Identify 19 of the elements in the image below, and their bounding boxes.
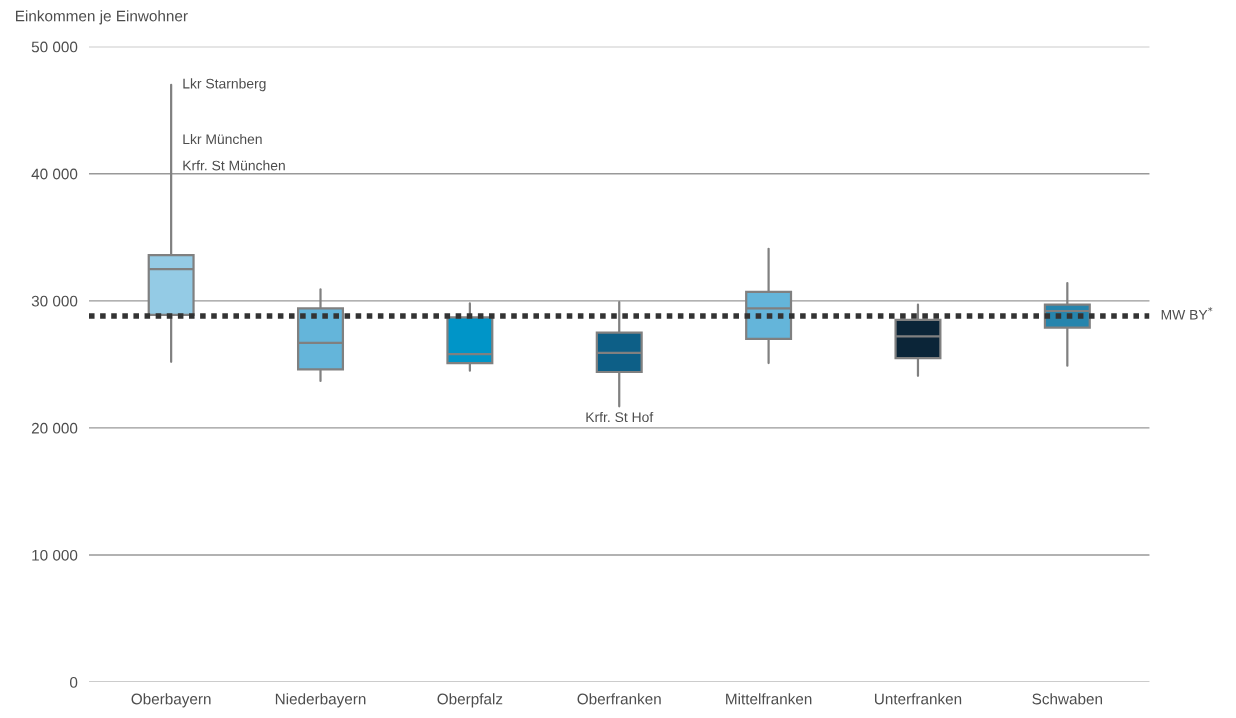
- x-tick-label: Oberpfalz: [437, 693, 503, 708]
- x-tick-label: Oberbayern: [131, 693, 211, 708]
- ref-line-label: MW BY$^{*}$: [1161, 307, 1213, 320]
- x-tick-label: Unterfranken: [874, 693, 962, 705]
- annotation: Lkr München: [183, 133, 262, 145]
- y-tick-label: 40 000: [31, 168, 78, 180]
- annotation: Krfr. St Hof: [586, 411, 654, 423]
- annotation: Lkr Starnberg: [183, 78, 266, 92]
- y-tick-label: 10 000: [32, 549, 78, 561]
- x-tick-label: Schwaben: [1032, 693, 1103, 705]
- y-tick-label: 30 000: [31, 295, 78, 307]
- x-tick-label: Niederbayern: [275, 693, 366, 708]
- y-tick-label: 50 000: [31, 41, 78, 53]
- y-axis-title: Einkommen je Einwohner: [16, 10, 188, 25]
- x-tick-label: Oberfranken: [577, 693, 661, 705]
- y-tick-label: 20 000: [31, 422, 78, 434]
- y-tick-label: 0: [69, 676, 78, 688]
- x-tick-label: Mittelfranken: [726, 693, 812, 705]
- annotation: Krfr. St München: [183, 160, 285, 171]
